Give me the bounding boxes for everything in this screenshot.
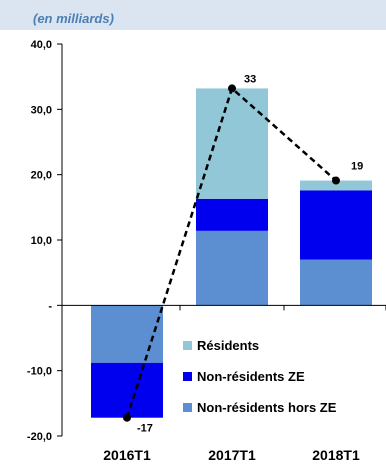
y-tick-label-5: -10,0 <box>27 366 52 378</box>
y-tick-label-6: -20,0 <box>27 431 52 443</box>
bar-2017T1-series-1 <box>196 198 268 231</box>
category-label-2018T1: 2018T1 <box>312 447 360 463</box>
y-tick-label-1: 30,0 <box>31 104 52 116</box>
data-label-2017T1: 33 <box>244 73 256 85</box>
bar-2016T1-series-0 <box>91 305 163 363</box>
legend-swatch-1 <box>183 372 192 381</box>
total-point-2016T1 <box>123 413 131 422</box>
unit-label: (en milliards) <box>33 11 114 26</box>
y-tick-label-2: 20,0 <box>31 170 52 182</box>
y-tick-label-0: 40,0 <box>31 39 52 51</box>
y-tick-label-4: - <box>48 300 52 312</box>
total-point-2018T1 <box>332 176 340 185</box>
bar-2018T1-series-1 <box>300 190 372 260</box>
category-label-2017T1: 2017T1 <box>208 447 256 463</box>
legend-label-0: Résidents <box>197 338 259 353</box>
header-band <box>0 0 386 30</box>
y-tick-label-3: 10,0 <box>31 235 52 247</box>
bar-2018T1-series-0 <box>300 259 372 306</box>
total-point-2017T1 <box>228 84 236 93</box>
bar-2016T1-series-1 <box>91 362 163 418</box>
data-label-2018T1: 19 <box>351 161 363 173</box>
bar-2017T1-series-2 <box>196 88 268 199</box>
legend-swatch-0 <box>183 341 192 350</box>
category-label-2016T1: 2016T1 <box>103 447 151 463</box>
data-label-2016T1: -17 <box>137 423 153 435</box>
legend-swatch-2 <box>183 403 192 412</box>
legend-label-2: Non-résidents hors ZE <box>197 400 337 415</box>
legend-label-1: Non-résidents ZE <box>197 369 305 384</box>
bar-2017T1-series-0 <box>196 230 268 306</box>
bar-2018T1-series-2 <box>300 180 372 191</box>
